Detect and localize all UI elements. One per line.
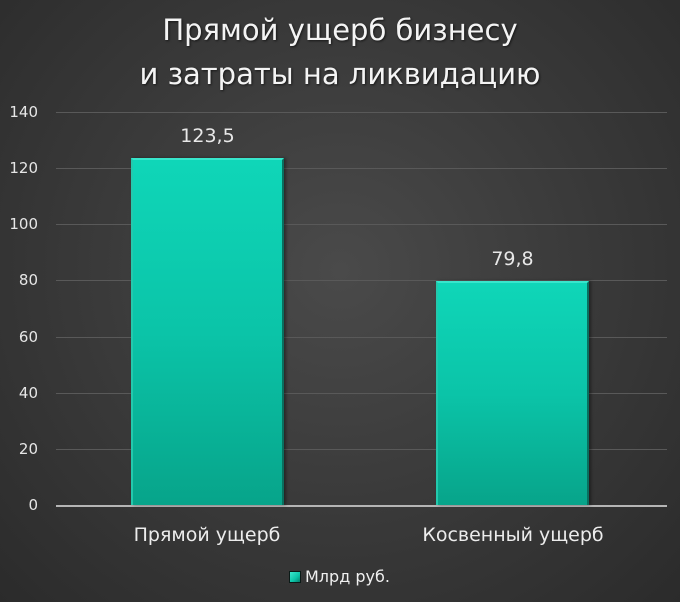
chart-title-line-2: и затраты на ликвидацию [139, 57, 541, 91]
gridline [56, 449, 667, 450]
data-label: 123,5 [180, 125, 235, 148]
chart-title: Прямой ущерб бизнесу и затраты на ликвид… [0, 8, 680, 96]
y-tick-label: 40 [18, 384, 38, 402]
x-axis-line [56, 505, 667, 507]
y-tick-label: 140 [9, 103, 38, 121]
bar-2 [436, 280, 589, 505]
gridline [56, 337, 667, 338]
x-category-label: Косвенный ущерб [422, 524, 604, 546]
gridline [56, 224, 667, 225]
legend-swatch-icon [289, 570, 301, 583]
gridline [56, 112, 667, 113]
y-tick-label: 80 [18, 271, 38, 289]
gridline [56, 168, 667, 169]
bar-1 [131, 158, 284, 505]
y-tick-label: 120 [9, 159, 38, 177]
data-label: 79,8 [491, 247, 534, 270]
chart-title-line-1: Прямой ущерб бизнесу [162, 13, 518, 47]
y-tick-label: 0 [28, 496, 38, 514]
gridline [56, 280, 667, 281]
x-category-label: Прямой ущерб [133, 524, 281, 546]
legend-label: Млрд руб. [305, 567, 390, 586]
legend: Млрд руб. [289, 567, 390, 586]
y-tick-label: 60 [18, 328, 38, 346]
gridline [56, 393, 667, 394]
y-tick-label: 100 [9, 215, 38, 233]
y-tick-label: 20 [18, 440, 38, 458]
